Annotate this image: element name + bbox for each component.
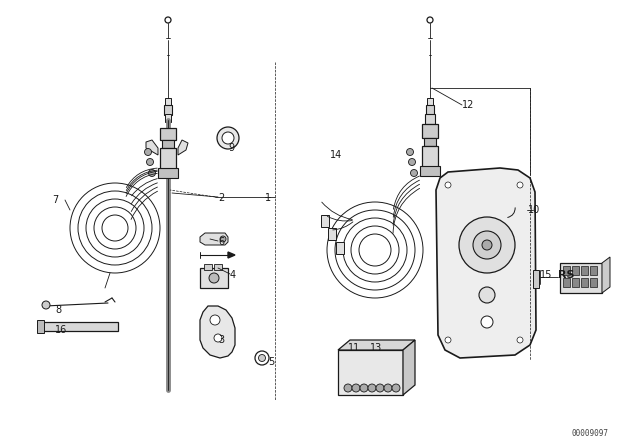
Bar <box>158 168 178 178</box>
Bar <box>422 124 438 138</box>
Bar <box>425 114 435 124</box>
Circle shape <box>148 169 156 177</box>
Text: 6: 6 <box>218 237 224 247</box>
Bar <box>328 228 336 240</box>
Circle shape <box>147 159 154 165</box>
Bar <box>422 146 438 168</box>
Circle shape <box>259 354 266 362</box>
Bar <box>427 98 433 106</box>
Circle shape <box>517 182 523 188</box>
Bar <box>160 148 176 170</box>
Bar <box>420 166 440 176</box>
Circle shape <box>210 315 220 325</box>
Text: 4: 4 <box>230 270 236 280</box>
Bar <box>214 264 222 270</box>
Circle shape <box>445 337 451 343</box>
Bar <box>40 322 118 331</box>
Bar <box>572 266 579 275</box>
Circle shape <box>368 384 376 392</box>
Circle shape <box>360 384 368 392</box>
Text: 11: 11 <box>348 343 360 353</box>
Bar <box>572 278 579 287</box>
Bar <box>160 128 176 140</box>
Circle shape <box>481 316 493 328</box>
Circle shape <box>217 127 239 149</box>
Polygon shape <box>338 340 415 350</box>
Circle shape <box>384 384 392 392</box>
Text: 5: 5 <box>268 357 275 367</box>
Polygon shape <box>403 340 415 395</box>
Circle shape <box>459 217 515 273</box>
Polygon shape <box>228 252 235 258</box>
Text: 13: 13 <box>370 343 382 353</box>
Text: 12: 12 <box>462 100 474 110</box>
Text: 10: 10 <box>528 205 540 215</box>
Bar <box>321 215 329 227</box>
Bar <box>590 278 597 287</box>
Polygon shape <box>200 233 228 245</box>
Bar <box>563 278 570 287</box>
Circle shape <box>220 236 226 242</box>
Text: 3: 3 <box>218 335 224 345</box>
Bar <box>563 266 570 275</box>
Bar <box>165 114 171 122</box>
Bar <box>560 263 602 293</box>
Bar <box>338 350 403 395</box>
Circle shape <box>482 240 492 250</box>
Text: 9: 9 <box>228 143 234 153</box>
Bar <box>164 105 172 115</box>
Circle shape <box>344 384 352 392</box>
Circle shape <box>209 273 219 283</box>
Circle shape <box>445 182 451 188</box>
Circle shape <box>406 148 413 155</box>
Circle shape <box>517 337 523 343</box>
Circle shape <box>479 287 495 303</box>
Circle shape <box>145 148 152 155</box>
Text: 7: 7 <box>52 195 58 205</box>
Polygon shape <box>178 140 188 155</box>
Text: 16: 16 <box>55 325 67 335</box>
Bar <box>165 98 171 106</box>
Bar <box>426 105 434 115</box>
Circle shape <box>42 301 50 309</box>
Circle shape <box>255 351 269 365</box>
Bar <box>424 138 436 146</box>
Circle shape <box>392 384 400 392</box>
Text: 1: 1 <box>265 193 271 203</box>
Polygon shape <box>200 306 235 358</box>
Bar <box>581 278 588 287</box>
Circle shape <box>410 169 417 177</box>
Bar <box>336 242 344 254</box>
Circle shape <box>473 231 501 259</box>
Text: 2: 2 <box>218 193 224 203</box>
Bar <box>37 320 44 333</box>
Bar <box>162 140 174 148</box>
Bar <box>533 270 539 288</box>
Circle shape <box>352 384 360 392</box>
Text: 00009097: 00009097 <box>571 429 608 438</box>
Polygon shape <box>436 168 536 358</box>
Text: 14: 14 <box>330 150 342 160</box>
Circle shape <box>376 384 384 392</box>
Bar <box>200 268 228 288</box>
Bar <box>204 264 212 270</box>
Text: RS: RS <box>558 270 575 280</box>
Circle shape <box>408 159 415 165</box>
Circle shape <box>222 132 234 144</box>
Bar <box>590 266 597 275</box>
Circle shape <box>214 334 222 342</box>
Bar <box>581 266 588 275</box>
Text: 15: 15 <box>540 270 552 280</box>
Polygon shape <box>602 257 610 293</box>
Text: 8: 8 <box>55 305 61 315</box>
Polygon shape <box>146 140 158 155</box>
